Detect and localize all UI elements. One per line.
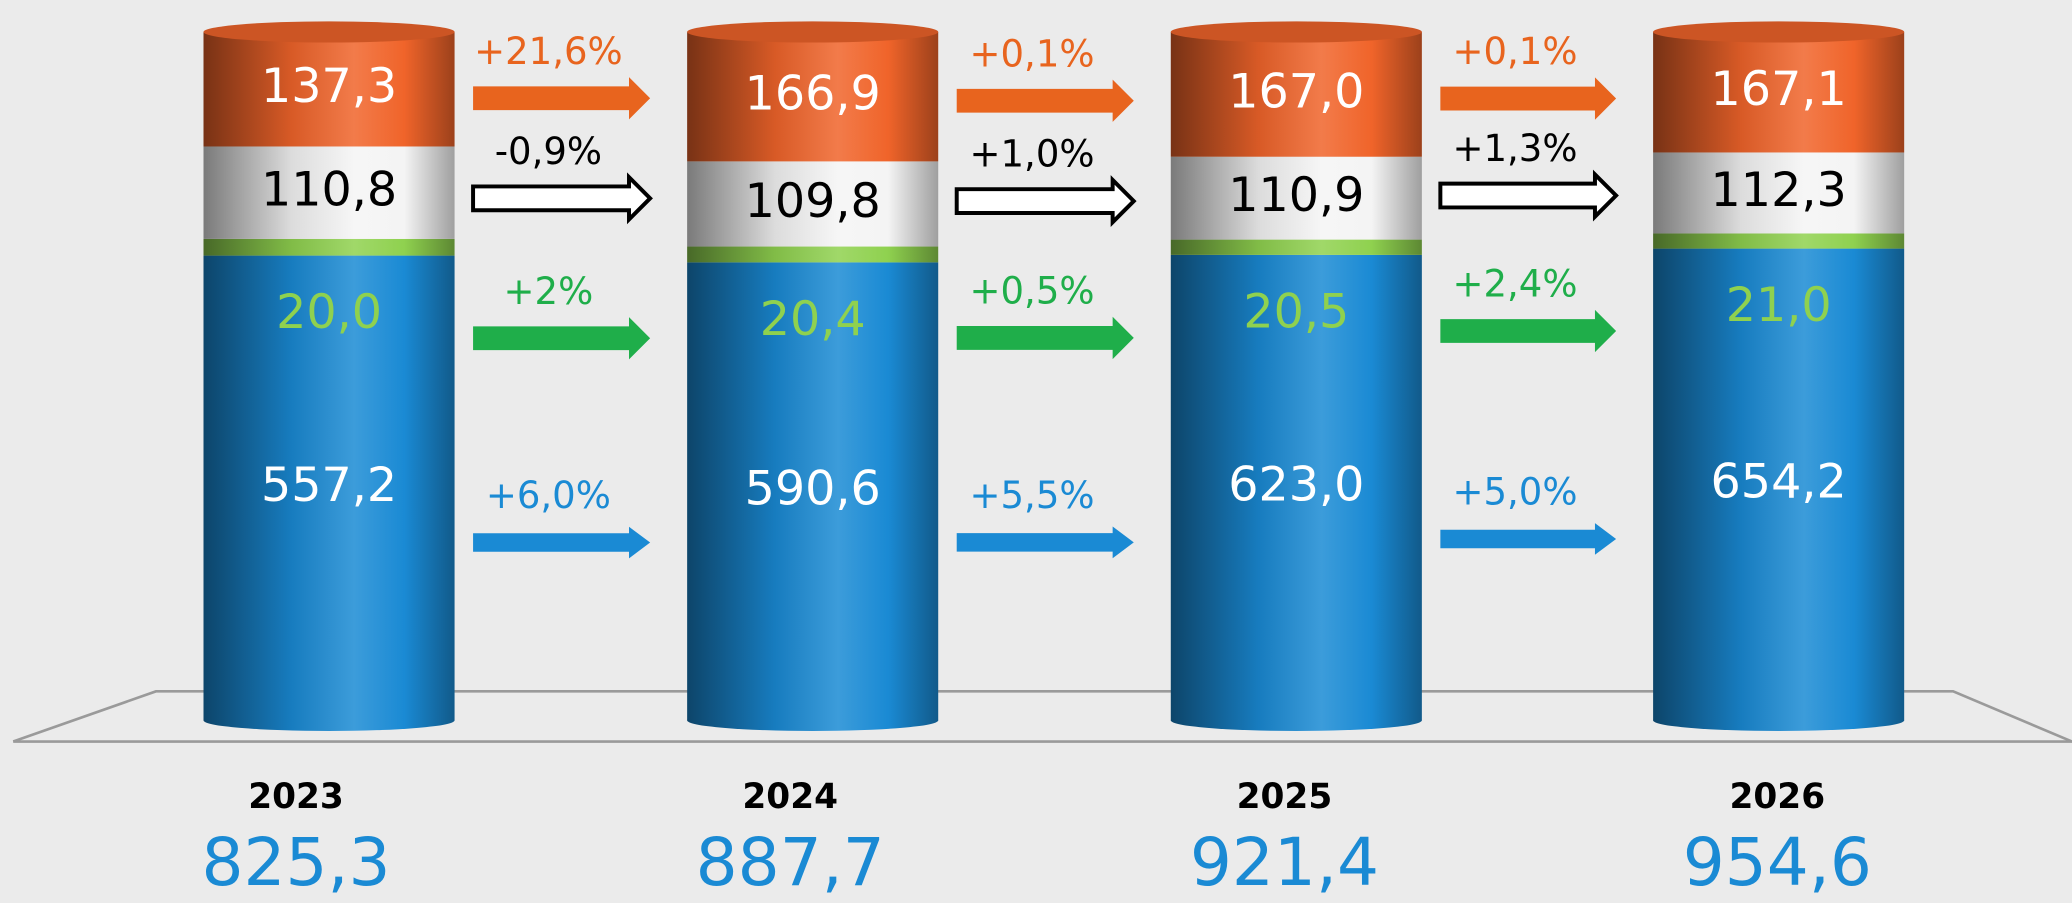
change-label: +1,0% <box>970 133 1095 176</box>
cylinder-segment <box>1653 31 1905 153</box>
value-label: 110,8 <box>261 163 397 218</box>
change-label: +6,0% <box>486 474 611 517</box>
x-tick-label: 2024 <box>742 777 838 817</box>
cylinder-segment <box>687 161 939 247</box>
cylinder-segment <box>203 255 455 721</box>
cylinder-top <box>203 21 455 43</box>
change-arrow <box>473 526 651 559</box>
value-label: 20,4 <box>760 292 866 347</box>
cylinder-top <box>1653 21 1905 43</box>
change-arrow <box>956 316 1134 360</box>
cylinder-segment <box>203 31 455 147</box>
change-label: +0,1% <box>970 32 1095 75</box>
change-label: +5,5% <box>970 474 1095 517</box>
change-arrow <box>473 77 651 120</box>
value-label: 166,9 <box>745 67 881 122</box>
value-label: 167,0 <box>1228 64 1364 119</box>
cylinder-top <box>687 21 939 43</box>
value-label: 21,0 <box>1726 278 1832 333</box>
x-tick-label: 2026 <box>1730 777 1826 817</box>
change-label: +21,6% <box>474 30 623 73</box>
cylinder-segment <box>203 146 455 239</box>
change-arrow <box>1440 309 1617 353</box>
change-label: +0,5% <box>970 269 1095 312</box>
cylinder-segment <box>1170 31 1422 157</box>
cylinder-segment <box>1653 233 1905 249</box>
change-label: +2% <box>504 270 594 313</box>
cylinder-segment <box>1170 156 1422 240</box>
cylinder-segment <box>1653 152 1905 234</box>
x-tick-label: 2025 <box>1237 777 1333 817</box>
change-label: +2,4% <box>1453 263 1578 306</box>
floor-back <box>12 690 2072 743</box>
value-label: 109,8 <box>745 174 881 229</box>
change-arrow <box>1438 169 1619 222</box>
cylinder-segment <box>687 31 939 162</box>
change-arrow <box>1440 77 1617 120</box>
cylinder-segment <box>203 238 455 256</box>
change-label: -0,9% <box>495 130 602 173</box>
value-label: 167,1 <box>1711 62 1847 117</box>
value-label: 137,3 <box>261 59 397 114</box>
change-label: +1,3% <box>1453 127 1578 170</box>
cylinder-segment <box>1653 248 1905 721</box>
cylinder-top <box>1170 21 1422 43</box>
total-label: 921,4 <box>1190 824 1379 901</box>
value-label: 112,3 <box>1711 163 1847 218</box>
change-label: +0,1% <box>1453 30 1578 73</box>
value-label: 590,6 <box>745 461 881 516</box>
value-label: 20,0 <box>276 285 382 340</box>
total-label: 825,3 <box>201 824 390 901</box>
change-arrow <box>954 175 1137 227</box>
cylinder-segment <box>1170 254 1422 721</box>
cylinder-segment <box>1170 239 1422 255</box>
x-tick-label: 2023 <box>248 777 344 817</box>
change-arrow <box>1440 523 1617 555</box>
cylinder-segment <box>687 262 939 721</box>
total-label: 887,7 <box>696 824 885 901</box>
value-label: 654,2 <box>1711 455 1847 510</box>
change-arrow <box>956 79 1134 122</box>
change-arrow <box>956 526 1134 559</box>
change-label: +5,0% <box>1453 471 1578 514</box>
total-label: 954,6 <box>1683 824 1872 901</box>
change-arrow <box>473 317 651 360</box>
change-arrow <box>471 172 653 225</box>
value-label: 623,0 <box>1228 458 1364 513</box>
value-label: 20,5 <box>1243 284 1349 339</box>
value-label: 110,9 <box>1228 168 1364 223</box>
value-label: 557,2 <box>261 458 397 513</box>
cylinder-segment <box>687 246 939 263</box>
